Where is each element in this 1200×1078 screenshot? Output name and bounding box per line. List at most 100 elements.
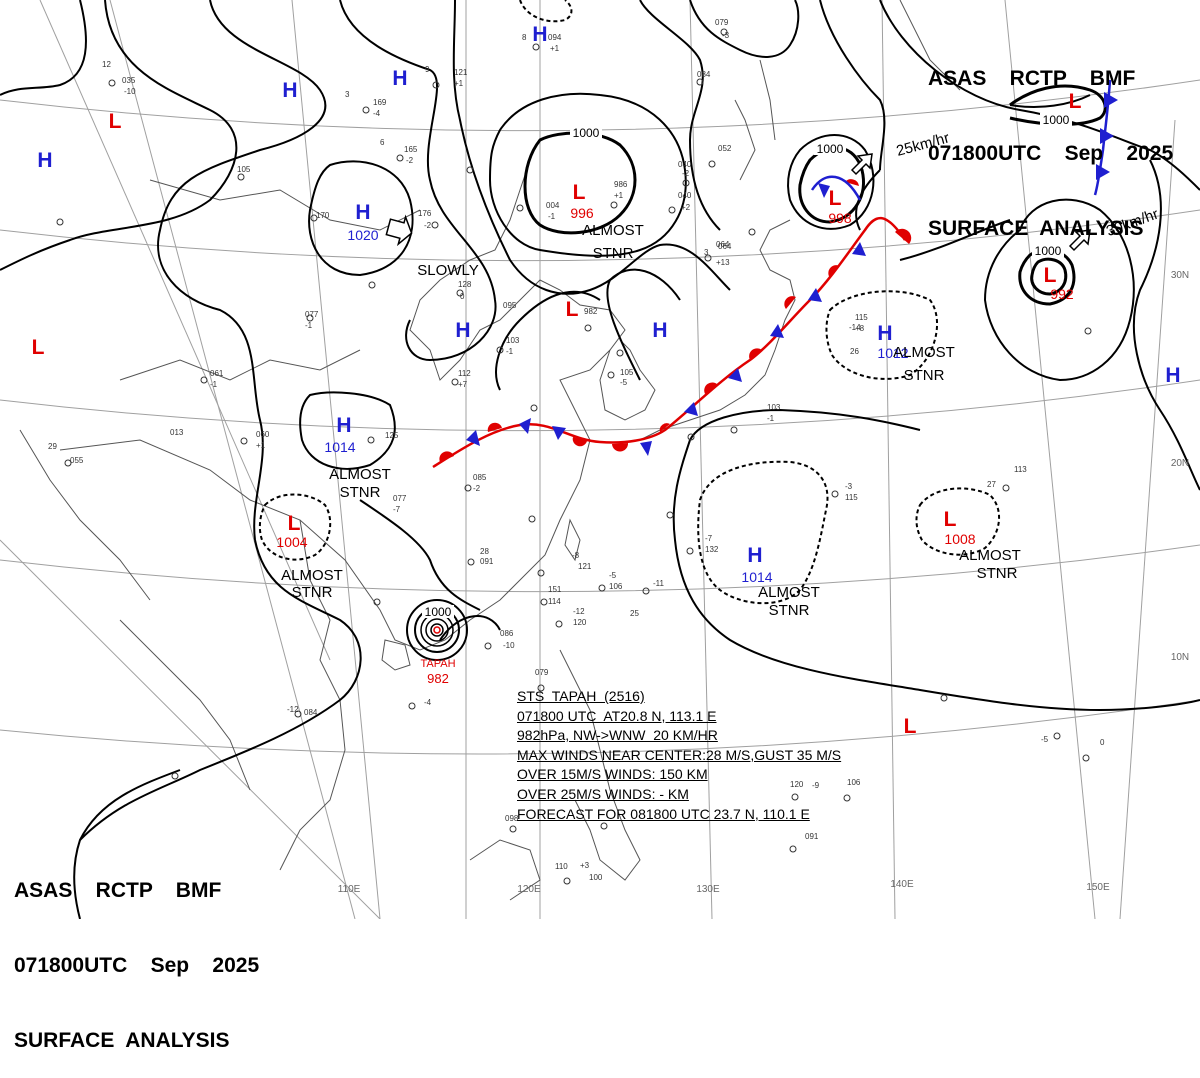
dashed-isobar	[825, 290, 939, 380]
station-value: 132	[705, 545, 719, 554]
isobar	[899, 219, 1011, 261]
isobar-label-bg	[570, 126, 602, 139]
coast-south	[119, 619, 251, 791]
station-value: -12	[573, 607, 585, 616]
high-pressure-center: H	[336, 414, 351, 437]
station-value: 061	[210, 369, 224, 378]
longitude-line	[109, 0, 356, 919]
isobar	[606, 268, 681, 381]
high-pressure-center: H	[455, 319, 470, 342]
station-value: 091	[805, 832, 819, 841]
station-value: 106	[847, 778, 861, 787]
station-value: 176	[418, 209, 432, 218]
isobar-label-bg	[814, 142, 846, 155]
station-value: +1	[550, 44, 560, 53]
coast-borneo	[469, 839, 541, 901]
station-value: 079	[535, 668, 549, 677]
front-line-north	[810, 175, 862, 201]
isobar	[0, 0, 87, 96]
high-pressure-center: H	[355, 201, 370, 224]
storm-info-panel: STS TAPAH (2516) 071800 UTC AT20.8 N, 11…	[517, 687, 841, 824]
dashed-isobar	[519, 0, 573, 23]
warm-front-bump	[784, 296, 796, 309]
chart-annotation: ALMOST	[758, 584, 820, 601]
latitude-label: 20N	[1171, 458, 1189, 469]
station-value: 29	[48, 442, 57, 451]
chart-annotation: SLOWLY	[417, 262, 478, 279]
station-value: 091	[480, 557, 494, 566]
latitude-line	[0, 209, 1200, 262]
isobar	[983, 198, 1135, 382]
chart-annotation: STNR	[593, 245, 634, 262]
low-pressure-center: L	[288, 512, 301, 535]
storm-info-line: FORECAST FOR 081800 UTC 23.7 N, 110.1 E	[517, 805, 810, 822]
station-value: 3	[704, 248, 709, 257]
high-pressure-center: H	[392, 67, 407, 90]
station-value: 064	[718, 242, 732, 251]
longitude-line	[0, 539, 381, 919]
arrow-30kmh	[1068, 229, 1091, 252]
station-value: -1	[548, 212, 556, 221]
isobar	[689, 0, 800, 58]
station-value: +2	[681, 203, 691, 212]
pressure-value: 1014	[324, 439, 355, 455]
typhoon-eye	[433, 626, 441, 634]
high-pressure-center: H	[282, 79, 297, 102]
station-value: 035	[122, 76, 136, 85]
station-value: -12	[287, 705, 299, 714]
typhoon-pressure: 982	[427, 671, 449, 686]
station-value: 086	[500, 629, 514, 638]
cold-front-triangle	[808, 288, 822, 302]
station-value: 040	[678, 191, 692, 200]
pressure-value: 996	[570, 205, 594, 221]
isobar	[439, 615, 501, 641]
station-value: -3	[845, 482, 853, 491]
station-value: -2	[424, 221, 432, 230]
pressure-value: 998	[828, 210, 852, 226]
isobar-label-bg	[1040, 113, 1072, 126]
station-value: -2	[682, 169, 690, 178]
header-bottom-line3: SURFACE ANALYSIS	[14, 1029, 230, 1052]
station-value: +8	[855, 324, 865, 333]
low-pressure-center: L	[109, 110, 122, 133]
longitude-label: 150E	[1086, 882, 1110, 893]
warm-front-bump	[572, 437, 587, 447]
station-value: 27	[987, 480, 996, 489]
coast-philippines	[559, 649, 641, 881]
longitude-line	[291, 0, 381, 919]
station-value: -11	[653, 579, 665, 588]
isobar	[299, 391, 396, 470]
grid-labels: 110E 120E 130E 140E 150E 30N 20N 10N	[338, 270, 1189, 895]
low-pressure-center: L	[32, 336, 45, 359]
dashed-isobars	[258, 0, 1001, 605]
header-bottom-line2: 071800UTC Sep 2025	[14, 954, 260, 977]
station-value: -3	[722, 31, 730, 40]
station-value: 060	[256, 430, 270, 439]
longitude-line	[1004, 0, 1096, 919]
isobar-label: 1000	[573, 126, 600, 140]
station-value: 169	[373, 98, 387, 107]
cold-front-triangle	[684, 402, 698, 416]
chart-annotation: ALMOST	[582, 222, 644, 239]
isobar-label-bg	[422, 605, 454, 618]
station-value: 114	[548, 597, 561, 606]
station-value: 095	[503, 301, 517, 310]
station-value: 105	[620, 368, 634, 377]
coast-japan-north	[734, 99, 756, 181]
station-value: 077	[305, 310, 319, 319]
warm-front-bump	[659, 423, 670, 432]
cold-front-triangle	[519, 418, 531, 434]
high-pressure-center: H	[532, 23, 547, 46]
isobar-label: 1000	[817, 142, 844, 156]
warm-front-bump	[439, 451, 454, 462]
station-value: 25	[630, 609, 639, 618]
typhoon-name: TAPAH	[420, 658, 455, 670]
longitude-label: 110E	[338, 884, 361, 895]
station-value: 121	[578, 562, 592, 571]
header-top-line3: SURFACE ANALYSIS	[928, 217, 1144, 240]
cold-front-triangle	[770, 324, 784, 338]
station-value: 128	[458, 280, 472, 289]
isobar	[689, 408, 921, 441]
warm-front-bump	[895, 228, 912, 244]
